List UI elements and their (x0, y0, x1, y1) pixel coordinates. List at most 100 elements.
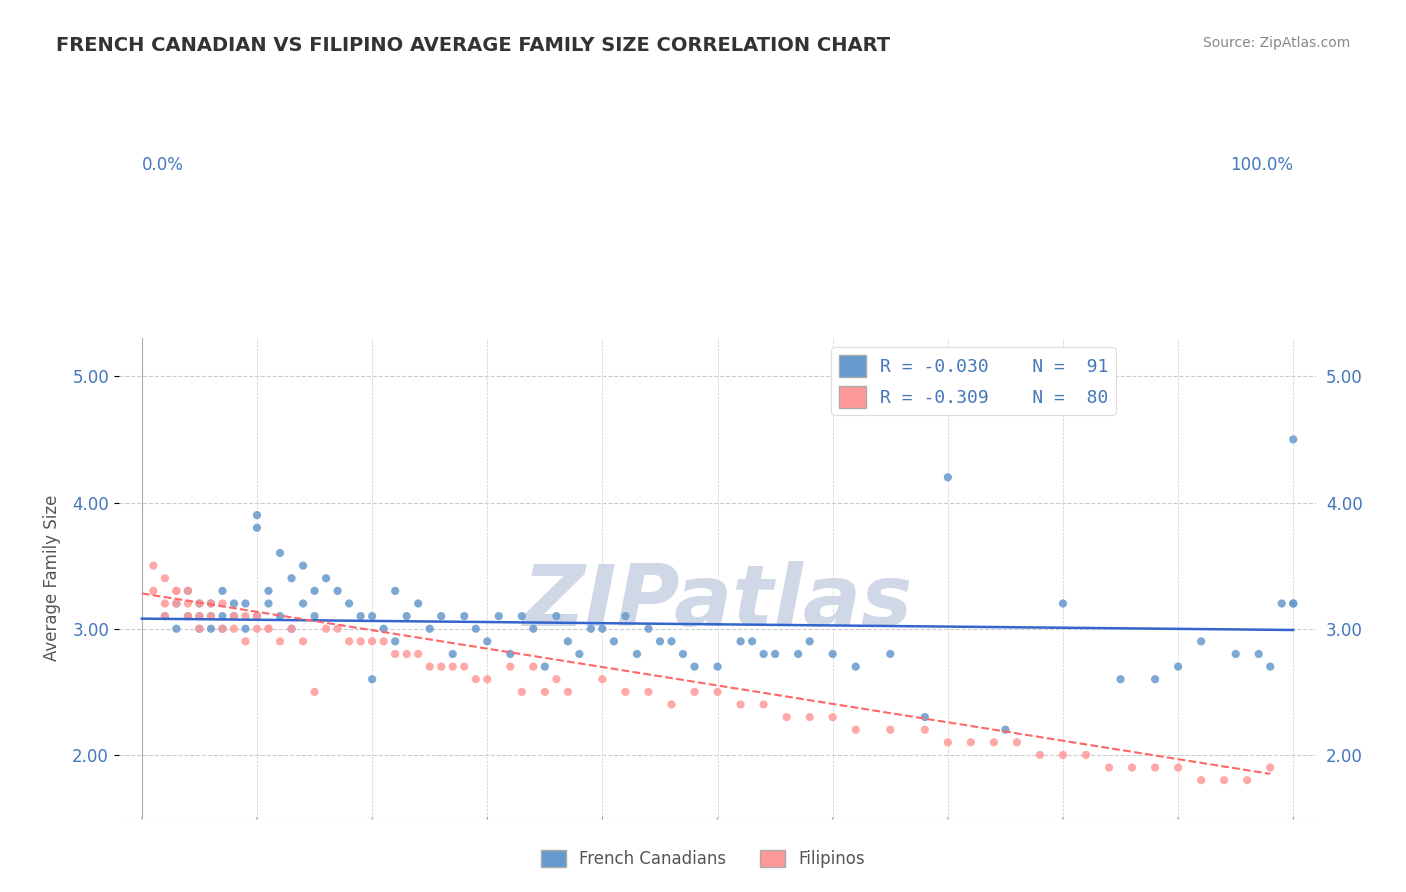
Point (269, 546, 291, 560)
Point (1258, 761, 1281, 775)
Point (546, 672, 568, 686)
Point (661, 634, 683, 648)
Point (165, 583, 187, 598)
Point (477, 672, 499, 686)
Point (257, 583, 280, 598)
Point (453, 609, 475, 624)
Point (188, 597, 211, 611)
Point (752, 698, 775, 712)
Point (246, 622, 269, 636)
Point (730, 634, 752, 648)
Point (499, 659, 522, 673)
Point (257, 622, 280, 636)
Point (165, 583, 187, 598)
Point (235, 609, 257, 624)
Point (994, 723, 1017, 737)
Point (821, 710, 844, 724)
Point (280, 622, 302, 636)
Point (361, 634, 384, 648)
Point (246, 609, 269, 624)
Text: FRENCH CANADIAN VS FILIPINO AVERAGE FAMILY SIZE CORRELATION CHART: FRENCH CANADIAN VS FILIPINO AVERAGE FAMI… (56, 36, 890, 54)
Point (614, 685, 637, 699)
Text: 0.0%: 0.0% (142, 156, 184, 174)
Point (591, 622, 613, 636)
Point (441, 647, 464, 661)
Point (488, 609, 510, 624)
Point (280, 571, 302, 585)
Point (315, 571, 337, 585)
Legend: R = -0.030    N =  91, R = -0.309    N =  80: R = -0.030 N = 91, R = -0.309 N = 80 (831, 348, 1116, 415)
Point (200, 597, 222, 611)
Point (257, 622, 280, 636)
Point (879, 647, 901, 661)
Point (603, 634, 626, 648)
Point (661, 698, 683, 712)
Point (292, 597, 315, 611)
Point (464, 672, 486, 686)
Text: ZIPatlas: ZIPatlas (523, 561, 912, 644)
Point (361, 609, 384, 624)
Point (211, 609, 233, 624)
Point (557, 634, 579, 648)
Point (557, 685, 579, 699)
Point (1098, 761, 1121, 775)
Point (579, 622, 602, 636)
Point (200, 622, 222, 636)
Point (534, 685, 557, 699)
Point (648, 634, 671, 648)
Point (1074, 747, 1097, 762)
Point (879, 723, 901, 737)
Point (430, 609, 453, 624)
Point (188, 609, 211, 624)
Point (419, 622, 441, 636)
Point (384, 647, 406, 661)
Point (1282, 597, 1305, 611)
Point (406, 597, 429, 611)
Point (763, 647, 786, 661)
Point (534, 659, 557, 673)
Point (304, 685, 326, 699)
Point (1225, 647, 1247, 661)
Point (683, 685, 706, 699)
Point (787, 647, 810, 661)
Point (626, 647, 648, 661)
Point (983, 735, 1005, 749)
Point (706, 685, 728, 699)
Point (211, 622, 233, 636)
Point (200, 609, 222, 624)
Point (799, 710, 821, 724)
Point (936, 470, 959, 484)
Point (177, 583, 200, 598)
Point (222, 597, 245, 611)
Point (153, 597, 176, 611)
Point (1271, 597, 1294, 611)
Point (845, 723, 868, 737)
Point (153, 609, 176, 624)
Point (464, 622, 486, 636)
Point (211, 597, 233, 611)
Point (165, 597, 187, 611)
Point (672, 647, 695, 661)
Point (730, 698, 752, 712)
Point (510, 609, 533, 624)
Point (211, 583, 233, 598)
Point (1109, 672, 1132, 686)
Point (222, 609, 245, 624)
Point (752, 647, 775, 661)
Point (1258, 659, 1281, 673)
Point (257, 597, 280, 611)
Point (1247, 647, 1270, 661)
Point (914, 723, 936, 737)
Point (821, 647, 844, 661)
Point (361, 672, 384, 686)
Point (235, 597, 257, 611)
Point (637, 685, 659, 699)
Text: 100.0%: 100.0% (1230, 156, 1294, 174)
Point (211, 622, 233, 636)
Point (246, 609, 269, 624)
Text: Source: ZipAtlas.com: Source: ZipAtlas.com (1202, 36, 1350, 50)
Point (349, 634, 371, 648)
Point (304, 609, 326, 624)
Point (292, 558, 315, 573)
Point (775, 710, 797, 724)
